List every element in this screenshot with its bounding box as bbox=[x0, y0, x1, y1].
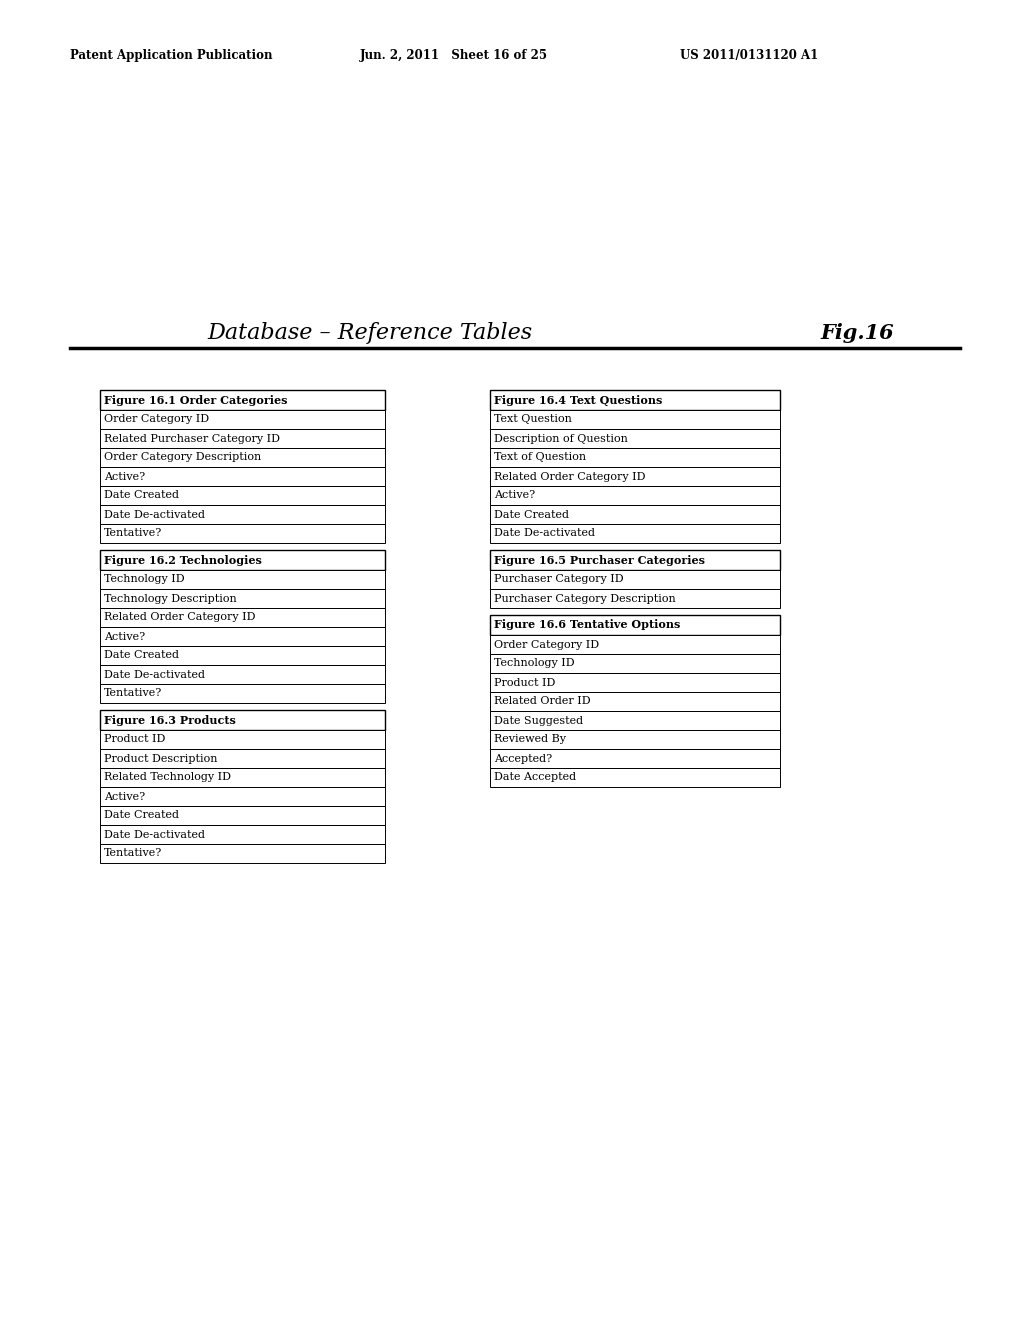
Text: Figure 16.3 Products: Figure 16.3 Products bbox=[104, 714, 236, 726]
Bar bbox=[100, 627, 385, 645]
Bar bbox=[100, 589, 385, 609]
Bar bbox=[100, 665, 385, 684]
Text: Fig.16: Fig.16 bbox=[820, 323, 894, 343]
Text: Order Category Description: Order Category Description bbox=[104, 453, 261, 462]
Text: Related Order ID: Related Order ID bbox=[494, 697, 591, 706]
Bar bbox=[490, 673, 780, 692]
Bar bbox=[100, 447, 385, 467]
Text: Date Created: Date Created bbox=[104, 491, 179, 500]
Text: Figure 16.5 Purchaser Categories: Figure 16.5 Purchaser Categories bbox=[494, 554, 705, 565]
Bar bbox=[100, 389, 385, 411]
Text: Active?: Active? bbox=[104, 471, 145, 482]
Text: Date De-activated: Date De-activated bbox=[494, 528, 595, 539]
Bar bbox=[100, 550, 385, 570]
Bar bbox=[100, 748, 385, 768]
Bar bbox=[100, 710, 385, 730]
Bar bbox=[490, 550, 780, 570]
Text: Text of Question: Text of Question bbox=[494, 453, 586, 462]
Bar bbox=[100, 825, 385, 843]
Text: Accepted?: Accepted? bbox=[494, 754, 552, 763]
Bar bbox=[490, 692, 780, 711]
Bar bbox=[490, 389, 780, 411]
Text: Related Order Category ID: Related Order Category ID bbox=[494, 471, 645, 482]
Bar bbox=[490, 506, 780, 524]
Bar bbox=[490, 447, 780, 467]
Text: Text Question: Text Question bbox=[494, 414, 571, 425]
Bar bbox=[100, 684, 385, 704]
Bar bbox=[490, 748, 780, 768]
Text: Reviewed By: Reviewed By bbox=[494, 734, 566, 744]
Text: Figure 16.1 Order Categories: Figure 16.1 Order Categories bbox=[104, 395, 288, 405]
Text: Active?: Active? bbox=[104, 631, 145, 642]
Bar bbox=[100, 609, 385, 627]
Bar bbox=[100, 807, 385, 825]
Text: Date Created: Date Created bbox=[104, 651, 179, 660]
Bar bbox=[490, 411, 780, 429]
Text: Purchaser Category Description: Purchaser Category Description bbox=[494, 594, 676, 603]
Bar bbox=[100, 730, 385, 748]
Text: Date Suggested: Date Suggested bbox=[494, 715, 583, 726]
Bar bbox=[100, 429, 385, 447]
Bar bbox=[100, 506, 385, 524]
Text: Purchaser Category ID: Purchaser Category ID bbox=[494, 574, 624, 585]
Text: Date De-activated: Date De-activated bbox=[104, 829, 205, 840]
Text: Technology Description: Technology Description bbox=[104, 594, 237, 603]
Text: Database – Reference Tables: Database – Reference Tables bbox=[208, 322, 532, 345]
Text: Description of Question: Description of Question bbox=[494, 433, 628, 444]
Bar bbox=[100, 570, 385, 589]
Text: Order Category ID: Order Category ID bbox=[494, 639, 599, 649]
Text: US 2011/0131120 A1: US 2011/0131120 A1 bbox=[680, 49, 818, 62]
Text: Related Purchaser Category ID: Related Purchaser Category ID bbox=[104, 433, 280, 444]
Text: Date Created: Date Created bbox=[494, 510, 569, 520]
Bar bbox=[100, 467, 385, 486]
Bar bbox=[490, 589, 780, 609]
Bar bbox=[100, 787, 385, 807]
Text: Tentative?: Tentative? bbox=[104, 689, 162, 698]
Text: Related Technology ID: Related Technology ID bbox=[104, 772, 231, 783]
Bar bbox=[490, 429, 780, 447]
Text: Tentative?: Tentative? bbox=[104, 849, 162, 858]
Text: Date Accepted: Date Accepted bbox=[494, 772, 577, 783]
Text: Active?: Active? bbox=[104, 792, 145, 801]
Bar bbox=[100, 486, 385, 506]
Text: Product ID: Product ID bbox=[104, 734, 165, 744]
Text: Order Category ID: Order Category ID bbox=[104, 414, 209, 425]
Bar bbox=[100, 411, 385, 429]
Text: Figure 16.4 Text Questions: Figure 16.4 Text Questions bbox=[494, 395, 663, 405]
Text: Technology ID: Technology ID bbox=[104, 574, 184, 585]
Text: Date Created: Date Created bbox=[104, 810, 179, 821]
Text: Product Description: Product Description bbox=[104, 754, 217, 763]
Text: Related Order Category ID: Related Order Category ID bbox=[104, 612, 256, 623]
Bar bbox=[490, 467, 780, 486]
Bar bbox=[100, 768, 385, 787]
Bar bbox=[490, 615, 780, 635]
Bar bbox=[490, 570, 780, 589]
Text: Patent Application Publication: Patent Application Publication bbox=[70, 49, 272, 62]
Text: Product ID: Product ID bbox=[494, 677, 555, 688]
Text: Date De-activated: Date De-activated bbox=[104, 510, 205, 520]
Text: Figure 16.2 Technologies: Figure 16.2 Technologies bbox=[104, 554, 262, 565]
Bar bbox=[490, 635, 780, 653]
Text: Active?: Active? bbox=[494, 491, 536, 500]
Bar bbox=[100, 524, 385, 543]
Bar bbox=[490, 711, 780, 730]
Bar bbox=[490, 768, 780, 787]
Text: Figure 16.6 Tentative Options: Figure 16.6 Tentative Options bbox=[494, 619, 680, 631]
Text: Date De-activated: Date De-activated bbox=[104, 669, 205, 680]
Bar bbox=[490, 486, 780, 506]
Bar bbox=[490, 524, 780, 543]
Bar bbox=[100, 843, 385, 863]
Text: Technology ID: Technology ID bbox=[494, 659, 574, 668]
Text: Jun. 2, 2011   Sheet 16 of 25: Jun. 2, 2011 Sheet 16 of 25 bbox=[360, 49, 548, 62]
Text: Tentative?: Tentative? bbox=[104, 528, 162, 539]
Bar bbox=[490, 730, 780, 748]
Bar bbox=[490, 653, 780, 673]
Bar bbox=[100, 645, 385, 665]
